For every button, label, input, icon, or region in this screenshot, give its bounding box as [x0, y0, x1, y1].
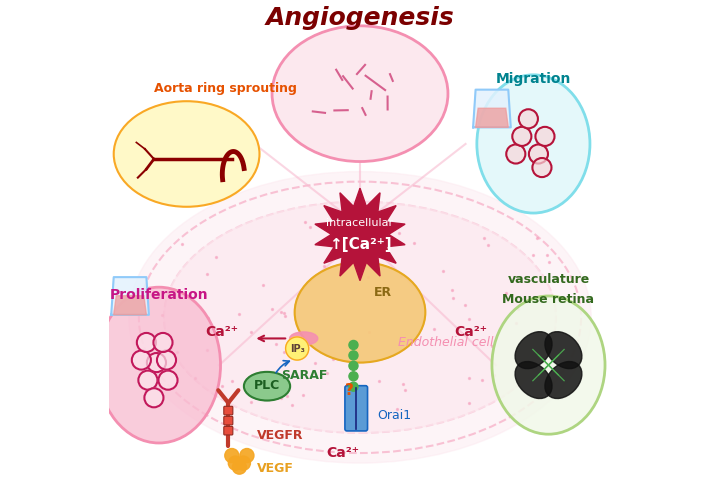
Text: ↑[Ca²⁺]: ↑[Ca²⁺] — [329, 237, 391, 252]
Circle shape — [228, 456, 243, 470]
Ellipse shape — [97, 287, 220, 443]
Circle shape — [349, 382, 358, 391]
Ellipse shape — [244, 372, 290, 401]
Circle shape — [225, 449, 239, 463]
Ellipse shape — [289, 332, 318, 345]
Ellipse shape — [492, 296, 605, 434]
Text: Ca²⁺: Ca²⁺ — [454, 326, 487, 339]
Text: ?: ? — [344, 383, 354, 398]
Text: VEGF: VEGF — [257, 462, 294, 475]
Circle shape — [132, 350, 151, 369]
Circle shape — [157, 350, 176, 369]
Text: Endothelial cell: Endothelial cell — [397, 336, 493, 349]
Circle shape — [506, 145, 526, 163]
FancyBboxPatch shape — [224, 406, 233, 415]
Text: vasculature: vasculature — [508, 273, 590, 286]
Text: intracellular: intracellular — [326, 218, 394, 228]
Ellipse shape — [545, 332, 582, 368]
Text: Angiogenesis: Angiogenesis — [266, 6, 454, 30]
Circle shape — [233, 460, 246, 474]
Circle shape — [137, 333, 156, 352]
Polygon shape — [473, 90, 510, 128]
Circle shape — [519, 109, 538, 129]
Ellipse shape — [515, 332, 552, 368]
Circle shape — [240, 449, 254, 463]
Text: Ca²⁺: Ca²⁺ — [205, 326, 238, 339]
Circle shape — [536, 127, 554, 146]
Circle shape — [349, 361, 358, 370]
Text: ER: ER — [374, 286, 392, 299]
Text: Aorta ring sprouting: Aorta ring sprouting — [154, 82, 297, 95]
FancyBboxPatch shape — [224, 416, 233, 425]
Text: Orai1: Orai1 — [377, 409, 412, 422]
Polygon shape — [111, 277, 149, 315]
Circle shape — [236, 456, 251, 470]
Circle shape — [158, 370, 178, 390]
Circle shape — [153, 333, 173, 352]
Polygon shape — [315, 188, 405, 281]
Circle shape — [349, 372, 358, 381]
Ellipse shape — [515, 361, 552, 399]
Text: Ca²⁺: Ca²⁺ — [326, 446, 359, 460]
Circle shape — [147, 353, 166, 372]
Circle shape — [349, 341, 358, 349]
Text: Proliferation: Proliferation — [109, 288, 208, 302]
Ellipse shape — [477, 75, 590, 213]
Text: PLC: PLC — [254, 379, 280, 392]
Ellipse shape — [129, 171, 591, 463]
Ellipse shape — [294, 262, 426, 362]
Circle shape — [138, 370, 158, 390]
Circle shape — [532, 158, 552, 177]
Polygon shape — [476, 108, 508, 128]
Circle shape — [145, 388, 163, 407]
FancyBboxPatch shape — [224, 426, 233, 435]
Circle shape — [349, 351, 358, 360]
Ellipse shape — [272, 26, 448, 161]
Ellipse shape — [164, 202, 556, 433]
Ellipse shape — [114, 101, 259, 207]
Text: Migration: Migration — [495, 72, 571, 86]
Text: SARAF: SARAF — [281, 368, 328, 382]
Ellipse shape — [545, 361, 582, 399]
Circle shape — [286, 337, 309, 360]
Circle shape — [513, 127, 531, 146]
FancyBboxPatch shape — [345, 386, 367, 431]
Text: IP₃: IP₃ — [289, 344, 305, 353]
Text: Mouse retina: Mouse retina — [503, 293, 595, 306]
Polygon shape — [114, 296, 146, 315]
Text: VEGFR: VEGFR — [257, 429, 303, 442]
Circle shape — [529, 145, 548, 163]
